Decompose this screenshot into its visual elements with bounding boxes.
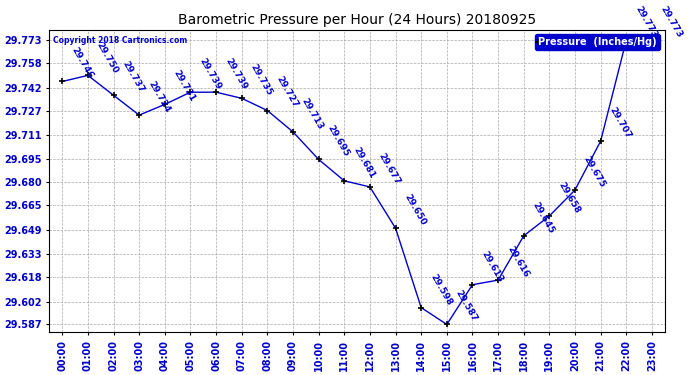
Pressure  (Inches/Hg) — [161, 102, 169, 106]
Text: 29.707: 29.707 — [608, 106, 633, 140]
Pressure  (Inches/Hg) — [391, 226, 400, 230]
Text: 29.739: 29.739 — [223, 57, 248, 92]
Text: 29.598: 29.598 — [428, 272, 453, 307]
Text: 29.746: 29.746 — [69, 46, 95, 81]
Pressure  (Inches/Hg) — [520, 234, 528, 238]
Pressure  (Inches/Hg) — [417, 305, 425, 310]
Text: 29.713: 29.713 — [300, 96, 325, 131]
Pressure  (Inches/Hg) — [443, 322, 451, 327]
Text: 29.616: 29.616 — [505, 245, 530, 279]
Pressure  (Inches/Hg) — [596, 139, 604, 143]
Text: 29.773: 29.773 — [659, 4, 684, 39]
Pressure  (Inches/Hg) — [469, 282, 477, 287]
Text: 29.658: 29.658 — [556, 181, 582, 215]
Pressure  (Inches/Hg) — [110, 93, 118, 98]
Text: 29.750: 29.750 — [95, 40, 120, 75]
Pressure  (Inches/Hg) — [58, 79, 66, 84]
Text: 29.739: 29.739 — [197, 57, 223, 92]
Legend: Pressure  (Inches/Hg): Pressure (Inches/Hg) — [535, 34, 660, 50]
Pressure  (Inches/Hg) — [545, 214, 553, 218]
Title: Barometric Pressure per Hour (24 Hours) 20180925: Barometric Pressure per Hour (24 Hours) … — [178, 13, 536, 27]
Pressure  (Inches/Hg) — [289, 130, 297, 134]
Text: 29.677: 29.677 — [377, 152, 402, 186]
Pressure  (Inches/Hg) — [237, 96, 246, 100]
Pressure  (Inches/Hg) — [263, 108, 271, 113]
Pressure  (Inches/Hg) — [135, 113, 144, 117]
Pressure  (Inches/Hg) — [571, 188, 579, 192]
Text: 29.587: 29.587 — [454, 289, 479, 324]
Text: 29.773: 29.773 — [633, 4, 658, 39]
Pressure  (Inches/Hg) — [212, 90, 220, 94]
Pressure  (Inches/Hg) — [622, 38, 631, 42]
Text: 29.731: 29.731 — [172, 69, 197, 104]
Line: Pressure  (Inches/Hg): Pressure (Inches/Hg) — [59, 38, 655, 327]
Text: 29.695: 29.695 — [326, 124, 351, 159]
Text: 29.681: 29.681 — [351, 146, 376, 180]
Text: 29.737: 29.737 — [121, 60, 146, 94]
Pressure  (Inches/Hg) — [648, 38, 656, 42]
Text: 29.645: 29.645 — [531, 200, 556, 235]
Text: 29.735: 29.735 — [248, 63, 274, 98]
Text: 29.727: 29.727 — [275, 75, 299, 110]
Text: 29.650: 29.650 — [402, 193, 428, 227]
Pressure  (Inches/Hg) — [494, 278, 502, 282]
Pressure  (Inches/Hg) — [83, 73, 92, 78]
Text: Copyright 2018 Cartronics.com: Copyright 2018 Cartronics.com — [52, 36, 187, 45]
Pressure  (Inches/Hg) — [186, 90, 195, 94]
Text: 29.724: 29.724 — [146, 80, 171, 114]
Pressure  (Inches/Hg) — [340, 178, 348, 183]
Text: 29.675: 29.675 — [582, 154, 607, 189]
Pressure  (Inches/Hg) — [366, 184, 374, 189]
Text: 29.613: 29.613 — [480, 249, 504, 284]
Pressure  (Inches/Hg) — [315, 157, 323, 162]
